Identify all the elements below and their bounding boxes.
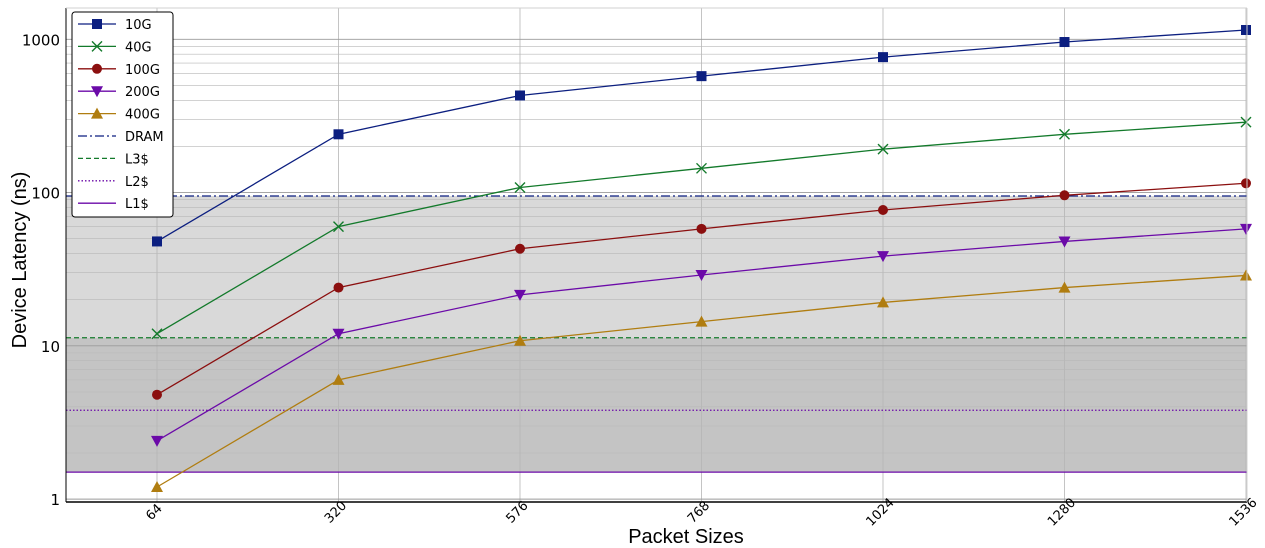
legend-box — [71, 11, 174, 218]
legend-item: L1$ — [78, 197, 149, 212]
legend-label: 100G — [125, 63, 160, 78]
series-10g — [152, 25, 1251, 247]
data-point-10g — [1241, 25, 1251, 35]
legend-label: 200G — [125, 85, 160, 100]
data-point-40g — [514, 181, 526, 193]
data-point-400g — [1240, 269, 1252, 281]
data-point-200g — [514, 289, 526, 301]
data-point-200g — [695, 269, 708, 281]
data-point-400g — [695, 315, 708, 327]
legend-marker — [91, 40, 103, 52]
legend-label: 400G — [125, 108, 160, 123]
x-tick-label: 1536 — [1227, 496, 1261, 530]
data-point-40g — [696, 162, 707, 174]
gridlines — [66, 8, 1247, 502]
data-point-200g — [1240, 223, 1252, 235]
series-100g — [152, 178, 1251, 400]
data-point-40g — [151, 328, 163, 340]
data-series — [151, 25, 1252, 492]
data-point-200g — [151, 435, 163, 447]
data-point-100g — [696, 223, 707, 234]
data-point-400g — [1058, 281, 1071, 293]
data-point-40g — [1059, 128, 1070, 140]
data-point-100g — [1241, 178, 1251, 189]
legend-item: 200G — [78, 85, 160, 100]
legend: 10G 40G 100G 200G 400G DRAM L3$ L2$ L1$ — [71, 11, 174, 218]
legend-marker — [92, 63, 102, 74]
x-tick-label: 1024 — [864, 496, 898, 530]
x-tick-label: 1280 — [1045, 496, 1079, 530]
legend-marker — [91, 86, 103, 98]
series-400g — [151, 269, 1252, 492]
data-point-10g — [1059, 37, 1070, 48]
data-point-400g — [877, 296, 889, 308]
legend-item: L3$ — [78, 152, 149, 167]
data-point-40g — [333, 221, 344, 233]
data-point-40g — [877, 143, 889, 155]
data-point-10g — [696, 71, 707, 82]
data-point-200g — [1058, 236, 1071, 248]
shaded-band-0 — [66, 195, 1247, 338]
data-point-10g — [152, 236, 162, 247]
data-point-400g — [514, 334, 526, 346]
shaded-band-1 — [66, 337, 1247, 473]
data-point-10g — [333, 129, 344, 140]
data-point-100g — [333, 282, 344, 293]
legend-item: 100G — [78, 63, 160, 78]
data-point-200g — [877, 251, 889, 263]
legend-item: 10G — [78, 18, 152, 33]
y-tick-label: 1 — [50, 491, 60, 509]
x-tick-label: 64 — [143, 501, 165, 523]
data-point-400g — [332, 373, 345, 385]
legend-marker — [91, 107, 103, 119]
shaded-bands — [66, 195, 1247, 473]
data-point-10g — [515, 90, 525, 101]
y-axis-label: Device Latency (ns) — [9, 172, 31, 349]
data-point-100g — [152, 389, 162, 400]
y-tick-label: 10 — [41, 338, 60, 356]
series-40g — [151, 116, 1252, 340]
legend-label: L1$ — [125, 197, 149, 212]
data-point-100g — [1059, 190, 1070, 201]
legend-label: 40G — [125, 40, 152, 55]
data-point-400g — [151, 481, 163, 492]
data-point-100g — [878, 204, 888, 215]
series-200g — [151, 223, 1252, 447]
legend-marker — [92, 19, 102, 29]
y-tick-label: 100 — [31, 185, 60, 203]
data-point-100g — [515, 243, 525, 254]
reference-lines — [66, 195, 1247, 473]
legend-label: L2$ — [125, 175, 149, 190]
axes — [65, 7, 1248, 503]
legend-label: 10G — [125, 18, 152, 33]
data-point-40g — [1240, 116, 1252, 128]
data-point-10g — [878, 52, 888, 63]
legend-item: L2$ — [78, 175, 149, 190]
legend-label: L3$ — [125, 152, 149, 167]
x-axis-label: Packet Sizes — [628, 526, 744, 548]
data-point-200g — [332, 328, 345, 340]
legend-label: DRAM — [125, 130, 164, 145]
legend-item: 400G — [78, 107, 160, 123]
y-tick-label: 1000 — [22, 31, 60, 49]
legend-item: 40G — [78, 40, 152, 55]
legend-item: DRAM — [78, 130, 164, 145]
